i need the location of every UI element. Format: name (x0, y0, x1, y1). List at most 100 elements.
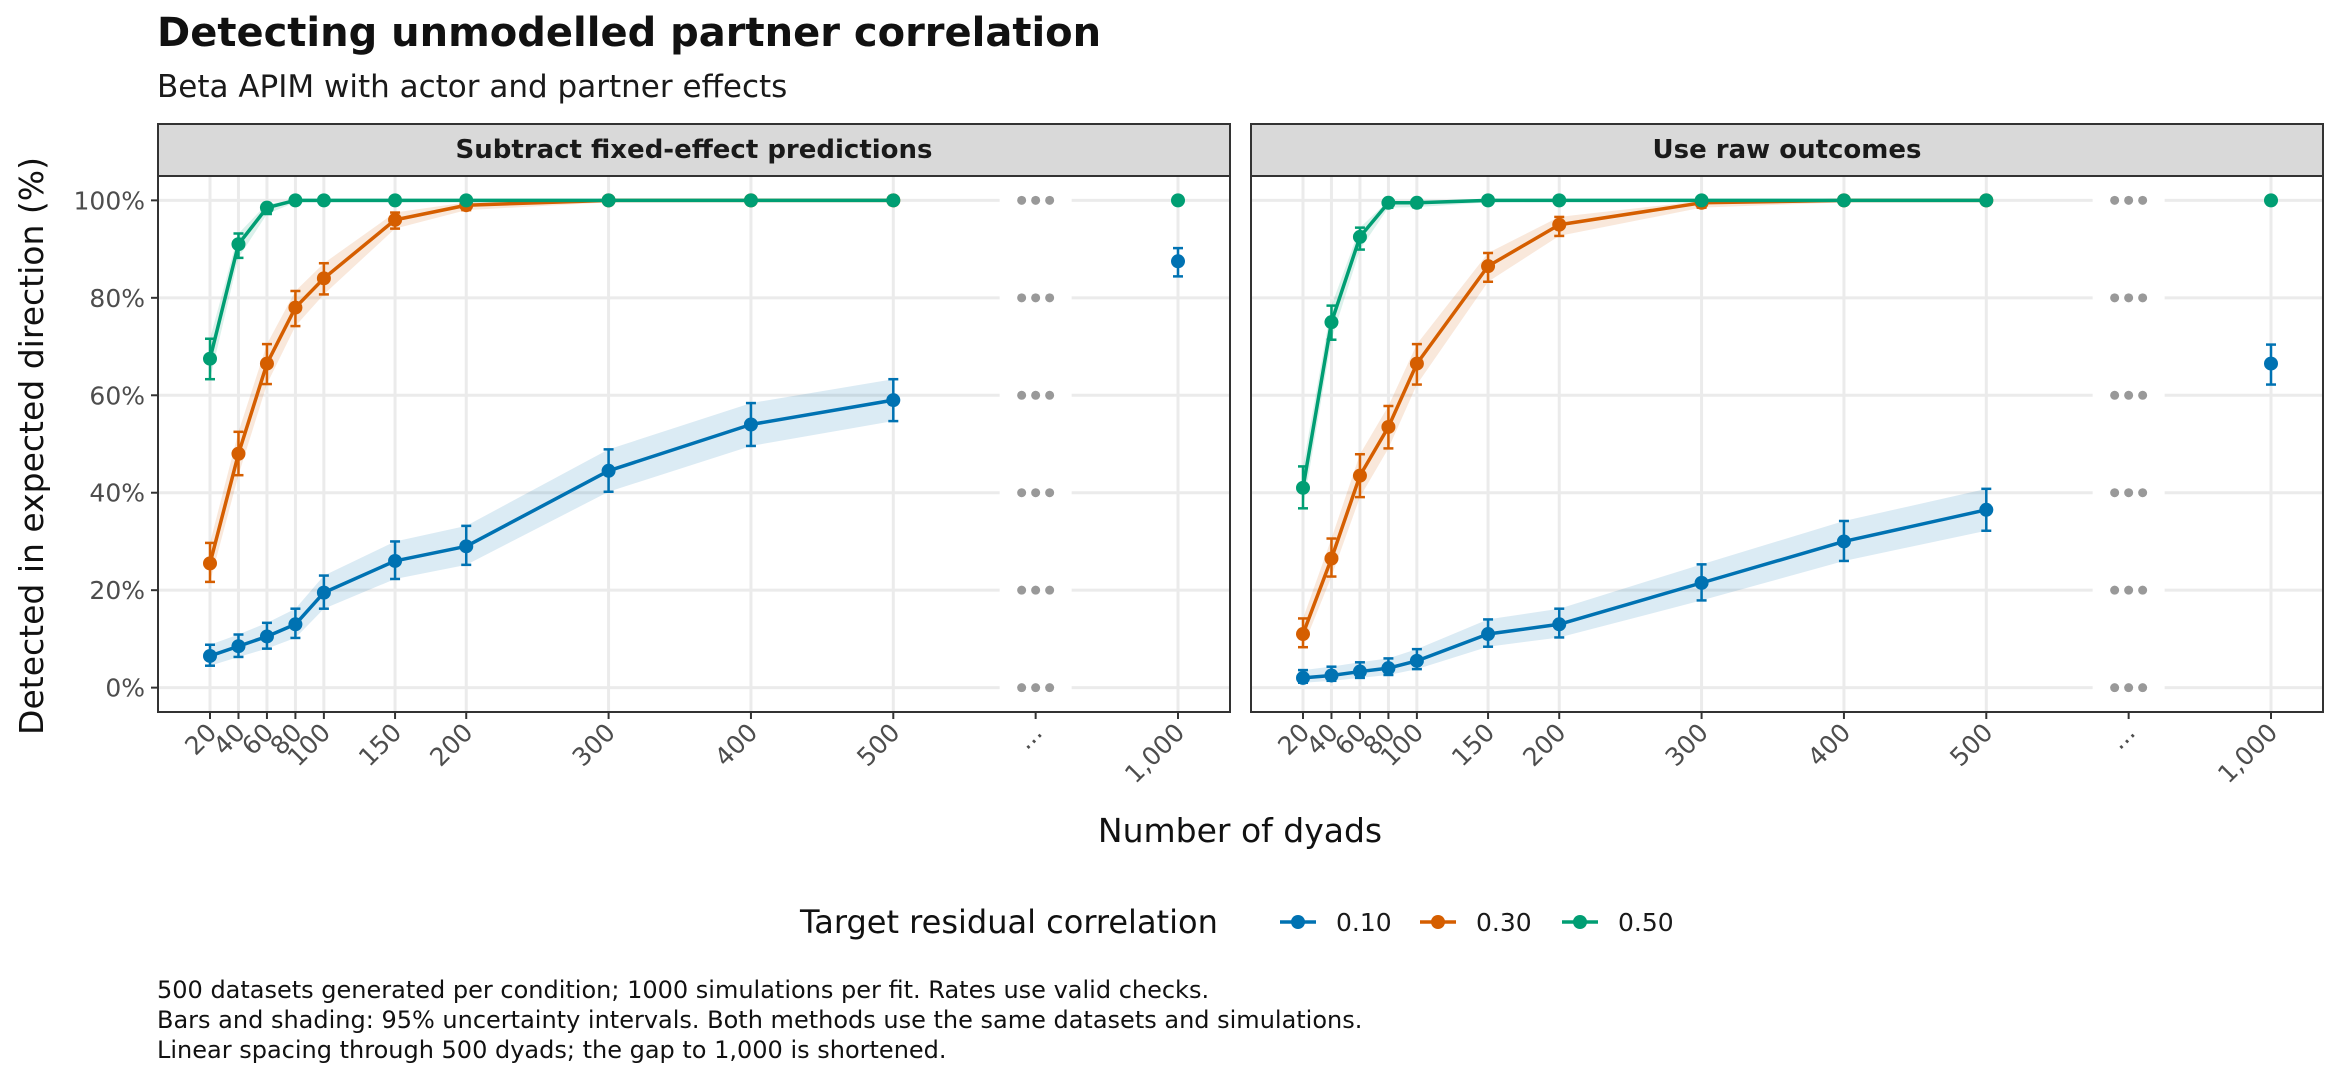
data-point (886, 393, 901, 408)
axis-gap-dot (2124, 683, 2134, 693)
data-point (1324, 668, 1339, 683)
facet-strip (157, 123, 1231, 177)
axis-gap-dot (1017, 195, 1027, 205)
x-tick-label: 400 (1802, 718, 1856, 772)
axis-gap-dot (2138, 293, 2148, 303)
data-point (316, 271, 331, 286)
axis-gap-dot (1045, 488, 1055, 498)
axis-gap-dot (2110, 683, 2120, 693)
data-point (388, 212, 403, 227)
data-point (1481, 193, 1496, 208)
x-tick-label: ... (1011, 718, 1048, 755)
data-point (1694, 193, 1709, 208)
panel-border (1250, 175, 2324, 713)
data-point (886, 193, 901, 208)
x-tick-label: 500 (851, 718, 905, 772)
data-point (1381, 195, 1396, 210)
axis-gap-dot (1045, 195, 1055, 205)
data-point (1171, 254, 1185, 269)
data-point (1352, 229, 1367, 244)
chart-subtitle: Beta APIM with actor and partner effects (157, 69, 787, 105)
x-tick-label: 300 (567, 718, 621, 772)
axis-gap-dot (2138, 390, 2148, 400)
axis-gap-dot (2124, 195, 2134, 205)
data-point (743, 193, 758, 208)
legend-key-point (1573, 915, 1587, 929)
y-tick-label: 60% (89, 381, 145, 410)
axis-gap-dot (1017, 390, 1027, 400)
x-tick-label: 400 (709, 718, 763, 772)
x-tick-label: 500 (1944, 718, 1998, 772)
data-point (1836, 534, 1851, 549)
data-point (1552, 217, 1567, 232)
data-point (1409, 653, 1424, 668)
axis-gap-dot (1031, 585, 1041, 595)
series-line (1302, 508, 1987, 680)
data-point (1836, 193, 1851, 208)
axis-gap-dot (1017, 585, 1027, 595)
series-line (1301, 198, 1987, 489)
data-point (1296, 627, 1310, 642)
y-tick-label: 80% (89, 284, 145, 313)
data-point (288, 193, 303, 208)
axis-gap-dot (2110, 390, 2120, 400)
axis-gap-dot (1017, 488, 1027, 498)
data-point (1979, 502, 1994, 517)
series-0.50 (1296, 193, 2278, 510)
data-point (203, 648, 217, 663)
series-line (208, 198, 894, 360)
data-point (388, 193, 403, 208)
y-tick-label: 40% (89, 479, 145, 508)
caption-line: Bars and shading: 95% uncertainty interv… (157, 1006, 1362, 1034)
data-point (1296, 670, 1310, 685)
axis-gap-dot (2110, 195, 2120, 205)
x-tick-label: 200 (424, 718, 478, 772)
axis-gap-dot (1031, 195, 1041, 205)
axis-gap-dot (1031, 390, 1041, 400)
axis-gap-dot (1045, 390, 1055, 400)
series-line (209, 398, 894, 658)
data-point (1481, 259, 1496, 274)
facet-strip-label: Subtract fixed-effect predictions (455, 135, 932, 165)
x-tick-label: 150 (353, 718, 407, 772)
data-point (316, 193, 331, 208)
data-point (1171, 193, 1185, 208)
x-tick-label: 1,000 (2212, 718, 2283, 789)
data-point (1409, 195, 1424, 210)
facet-panels: Subtract fixed-effect predictions 0% 20% 40… (74, 123, 2324, 789)
x-tick-label: 150 (1446, 718, 1500, 772)
panel-border (157, 175, 1231, 713)
data-point (316, 585, 331, 600)
legend-key-point (1291, 915, 1305, 929)
data-point (1381, 661, 1396, 676)
y-tick-label: 20% (89, 576, 145, 605)
data-point (1324, 315, 1339, 330)
axis-gap-dot (1017, 683, 1027, 693)
legend-label: 0.30 (1476, 908, 1532, 937)
caption-line: Linear spacing through 500 dyads; the ga… (157, 1036, 947, 1064)
y-tick-label: 0% (105, 674, 145, 703)
data-point (203, 351, 217, 366)
data-point (231, 237, 246, 252)
data-point (1694, 575, 1709, 590)
caption: 500 datasets generated per condition; 10… (157, 976, 1362, 1064)
legend-item: 0.50 (1562, 908, 1674, 937)
x-tick-label: 1,000 (1119, 718, 1190, 789)
data-point (388, 553, 403, 568)
data-point (601, 463, 616, 478)
data-point (1552, 193, 1567, 208)
axis-gap-dot (2124, 585, 2134, 595)
data-point (2264, 193, 2278, 208)
data-point (231, 446, 246, 461)
data-point (1409, 356, 1424, 371)
data-point (459, 539, 474, 554)
legend-key-point (1431, 915, 1445, 929)
data-point (259, 356, 274, 371)
axis-gap-dot (1031, 488, 1041, 498)
series-0.10 (1296, 343, 2278, 685)
data-point (288, 617, 303, 632)
axis-gap-dot (2110, 488, 2120, 498)
axis-gap-dot (1045, 683, 1055, 693)
data-point (259, 200, 274, 215)
